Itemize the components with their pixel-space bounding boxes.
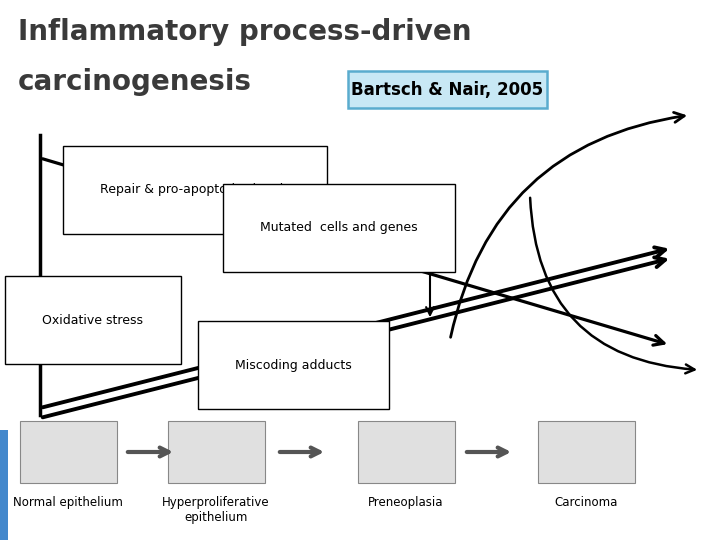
FancyBboxPatch shape: [348, 71, 547, 108]
Text: carcinogenesis: carcinogenesis: [18, 68, 252, 96]
Text: Repair & pro-apoptotic signals: Repair & pro-apoptotic signals: [100, 184, 289, 197]
Text: Hyperproliferative
epithelium: Hyperproliferative epithelium: [162, 496, 270, 524]
FancyBboxPatch shape: [20, 421, 117, 483]
Text: Preneoplasia: Preneoplasia: [368, 496, 444, 509]
Text: Inflammatory process-driven: Inflammatory process-driven: [18, 18, 472, 46]
Text: Mutated  cells and genes: Mutated cells and genes: [260, 221, 418, 234]
Text: Normal epithelium: Normal epithelium: [13, 496, 123, 509]
FancyBboxPatch shape: [0, 430, 8, 540]
Text: Miscoding adducts: Miscoding adducts: [235, 359, 352, 372]
FancyBboxPatch shape: [358, 421, 455, 483]
FancyBboxPatch shape: [538, 421, 635, 483]
Text: Oxidative stress: Oxidative stress: [42, 314, 143, 327]
Text: Carcinoma: Carcinoma: [554, 496, 618, 509]
FancyBboxPatch shape: [168, 421, 265, 483]
Text: Bartsch & Nair, 2005: Bartsch & Nair, 2005: [351, 80, 544, 98]
